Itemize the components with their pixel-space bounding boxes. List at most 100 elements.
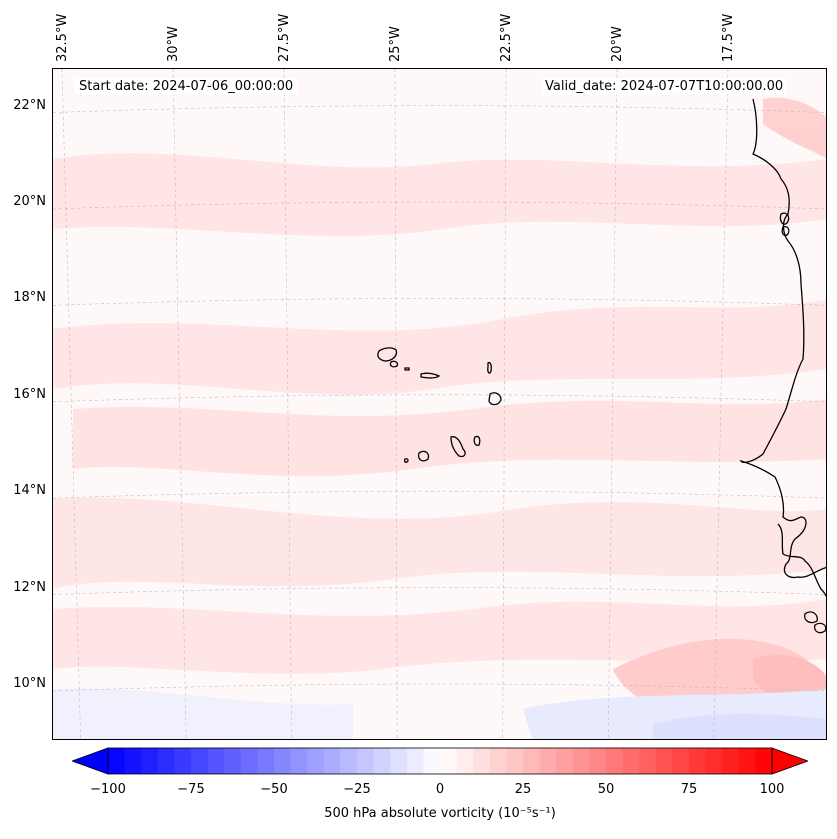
colorbar-tick-label: −100 xyxy=(90,782,126,797)
graticule xyxy=(53,69,826,739)
vorticity-field xyxy=(53,97,826,739)
parallel-line xyxy=(53,105,826,113)
parallel-line xyxy=(53,394,826,403)
island-brava xyxy=(403,458,409,463)
meridian-line xyxy=(713,69,729,739)
longitude-label: 27.5°W xyxy=(277,13,292,62)
banc-d-arguin-islands xyxy=(779,212,790,237)
vorticity-band-positive xyxy=(53,497,826,589)
colorbar-segment xyxy=(523,748,541,774)
colorbar-segment xyxy=(307,748,325,774)
island-fogo xyxy=(417,450,430,462)
colorbar-tick-label: −75 xyxy=(177,782,205,797)
colorbar-segment xyxy=(489,748,507,774)
vorticity-band-positive xyxy=(53,299,826,395)
colorbar-segments xyxy=(108,748,773,774)
colorbar-segment xyxy=(473,748,491,774)
colorbar-segment xyxy=(672,748,690,774)
map-panel: Start date: 2024-07-06_00:00:00 Valid_da… xyxy=(52,68,827,740)
colorbar-tick-label: −25 xyxy=(343,782,371,797)
longitude-label: 20°W xyxy=(610,26,625,62)
island-boa-vista xyxy=(488,392,502,406)
latitude-label: 16°N xyxy=(13,386,46,402)
latitude-label: 20°N xyxy=(13,194,46,209)
colorbar-segment xyxy=(207,748,225,774)
colorbar-segment xyxy=(240,748,258,774)
colorbar-segment xyxy=(390,748,408,774)
colorbar-segment xyxy=(274,748,292,774)
meridian-line xyxy=(394,69,398,739)
colorbar-segment xyxy=(406,748,424,774)
latitude-label: 14°N xyxy=(13,483,46,499)
parallel-line xyxy=(53,683,826,692)
colorbar-segment xyxy=(639,748,657,774)
island-sao-vicente xyxy=(389,360,399,368)
latitude-label: 22°N xyxy=(13,97,46,113)
coastline xyxy=(739,98,826,634)
colorbar-label: 500 hPa absolute vorticity (10⁻⁵s⁻¹) xyxy=(324,806,556,821)
latitude-label: 10°N xyxy=(13,676,46,691)
island-sao-nicolau xyxy=(420,372,441,379)
island-sal xyxy=(487,361,492,374)
colorbar-segment xyxy=(191,748,209,774)
vorticity-map xyxy=(53,69,826,739)
colorbar-segment xyxy=(606,748,624,774)
parallel-line xyxy=(53,201,826,210)
colorbar-tick-label: 75 xyxy=(680,782,698,797)
meridian-line xyxy=(61,69,81,739)
vorticity-band-positive xyxy=(73,399,826,477)
valid-date-label: Valid_date: 2024-07-07T10:00:00.00 xyxy=(541,78,788,95)
vorticity-blob-negative xyxy=(653,714,826,739)
meridian-line xyxy=(172,69,187,739)
colorbar-outline xyxy=(107,747,773,775)
vorticity-blob-negative xyxy=(53,688,353,739)
colorbar-segment xyxy=(506,748,524,774)
colorbar-segment xyxy=(738,748,756,774)
colorbar-segment xyxy=(556,748,574,774)
colorbar-segment xyxy=(224,748,242,774)
longitude-label: 22.5°W xyxy=(499,13,514,62)
parallel-line xyxy=(53,587,826,595)
colorbar-segment xyxy=(174,748,192,774)
longitude-label: 30°W xyxy=(166,26,181,62)
guinea-bissau-coast xyxy=(777,523,826,598)
longitude-label: 32.5°W xyxy=(55,13,70,62)
parallel-line xyxy=(53,298,826,306)
island-santo-antao xyxy=(377,347,398,362)
meridian-line xyxy=(607,69,618,739)
vorticity-blob-strong xyxy=(763,97,826,159)
colorbar-segment xyxy=(357,748,375,774)
meridian-line xyxy=(283,69,292,739)
colorbar-segment xyxy=(257,748,275,774)
colorbar-segment xyxy=(722,748,740,774)
colorbar-segment xyxy=(755,748,773,774)
colorbar-segment xyxy=(423,748,441,774)
colorbar-segment xyxy=(589,748,607,774)
meridian-line xyxy=(502,69,507,739)
colorbar-tick-label: 50 xyxy=(597,782,615,797)
island-santiago xyxy=(450,436,466,458)
colorbar-tick-label: −50 xyxy=(260,782,288,797)
vorticity-band-positive xyxy=(53,153,826,237)
colorbar-tick-label: 25 xyxy=(514,782,532,797)
colorbar-segment xyxy=(539,748,557,774)
latitude-label: 18°N xyxy=(13,290,46,306)
vorticity-band-positive xyxy=(53,599,826,674)
island-maio xyxy=(473,435,481,447)
africa-coastline xyxy=(739,98,826,579)
colorbar-segment xyxy=(108,748,126,774)
colorbar-segment xyxy=(373,748,391,774)
latitude-label: 12°N xyxy=(13,579,46,595)
colorbar-segment xyxy=(655,748,673,774)
colorbar-segment xyxy=(689,748,707,774)
longitude-label: 25°W xyxy=(388,26,403,62)
colorbar xyxy=(72,747,808,775)
colorbar-segment xyxy=(622,748,640,774)
parallel-line xyxy=(53,490,826,499)
island-santa-luzia xyxy=(404,367,410,371)
start-date-label: Start date: 2024-07-06_00:00:00 xyxy=(75,78,298,95)
colorbar-segment xyxy=(440,748,458,774)
longitude-label: 17.5°W xyxy=(721,13,736,62)
colorbar-tick-label: 100 xyxy=(759,782,785,797)
colorbar-segment xyxy=(572,748,590,774)
